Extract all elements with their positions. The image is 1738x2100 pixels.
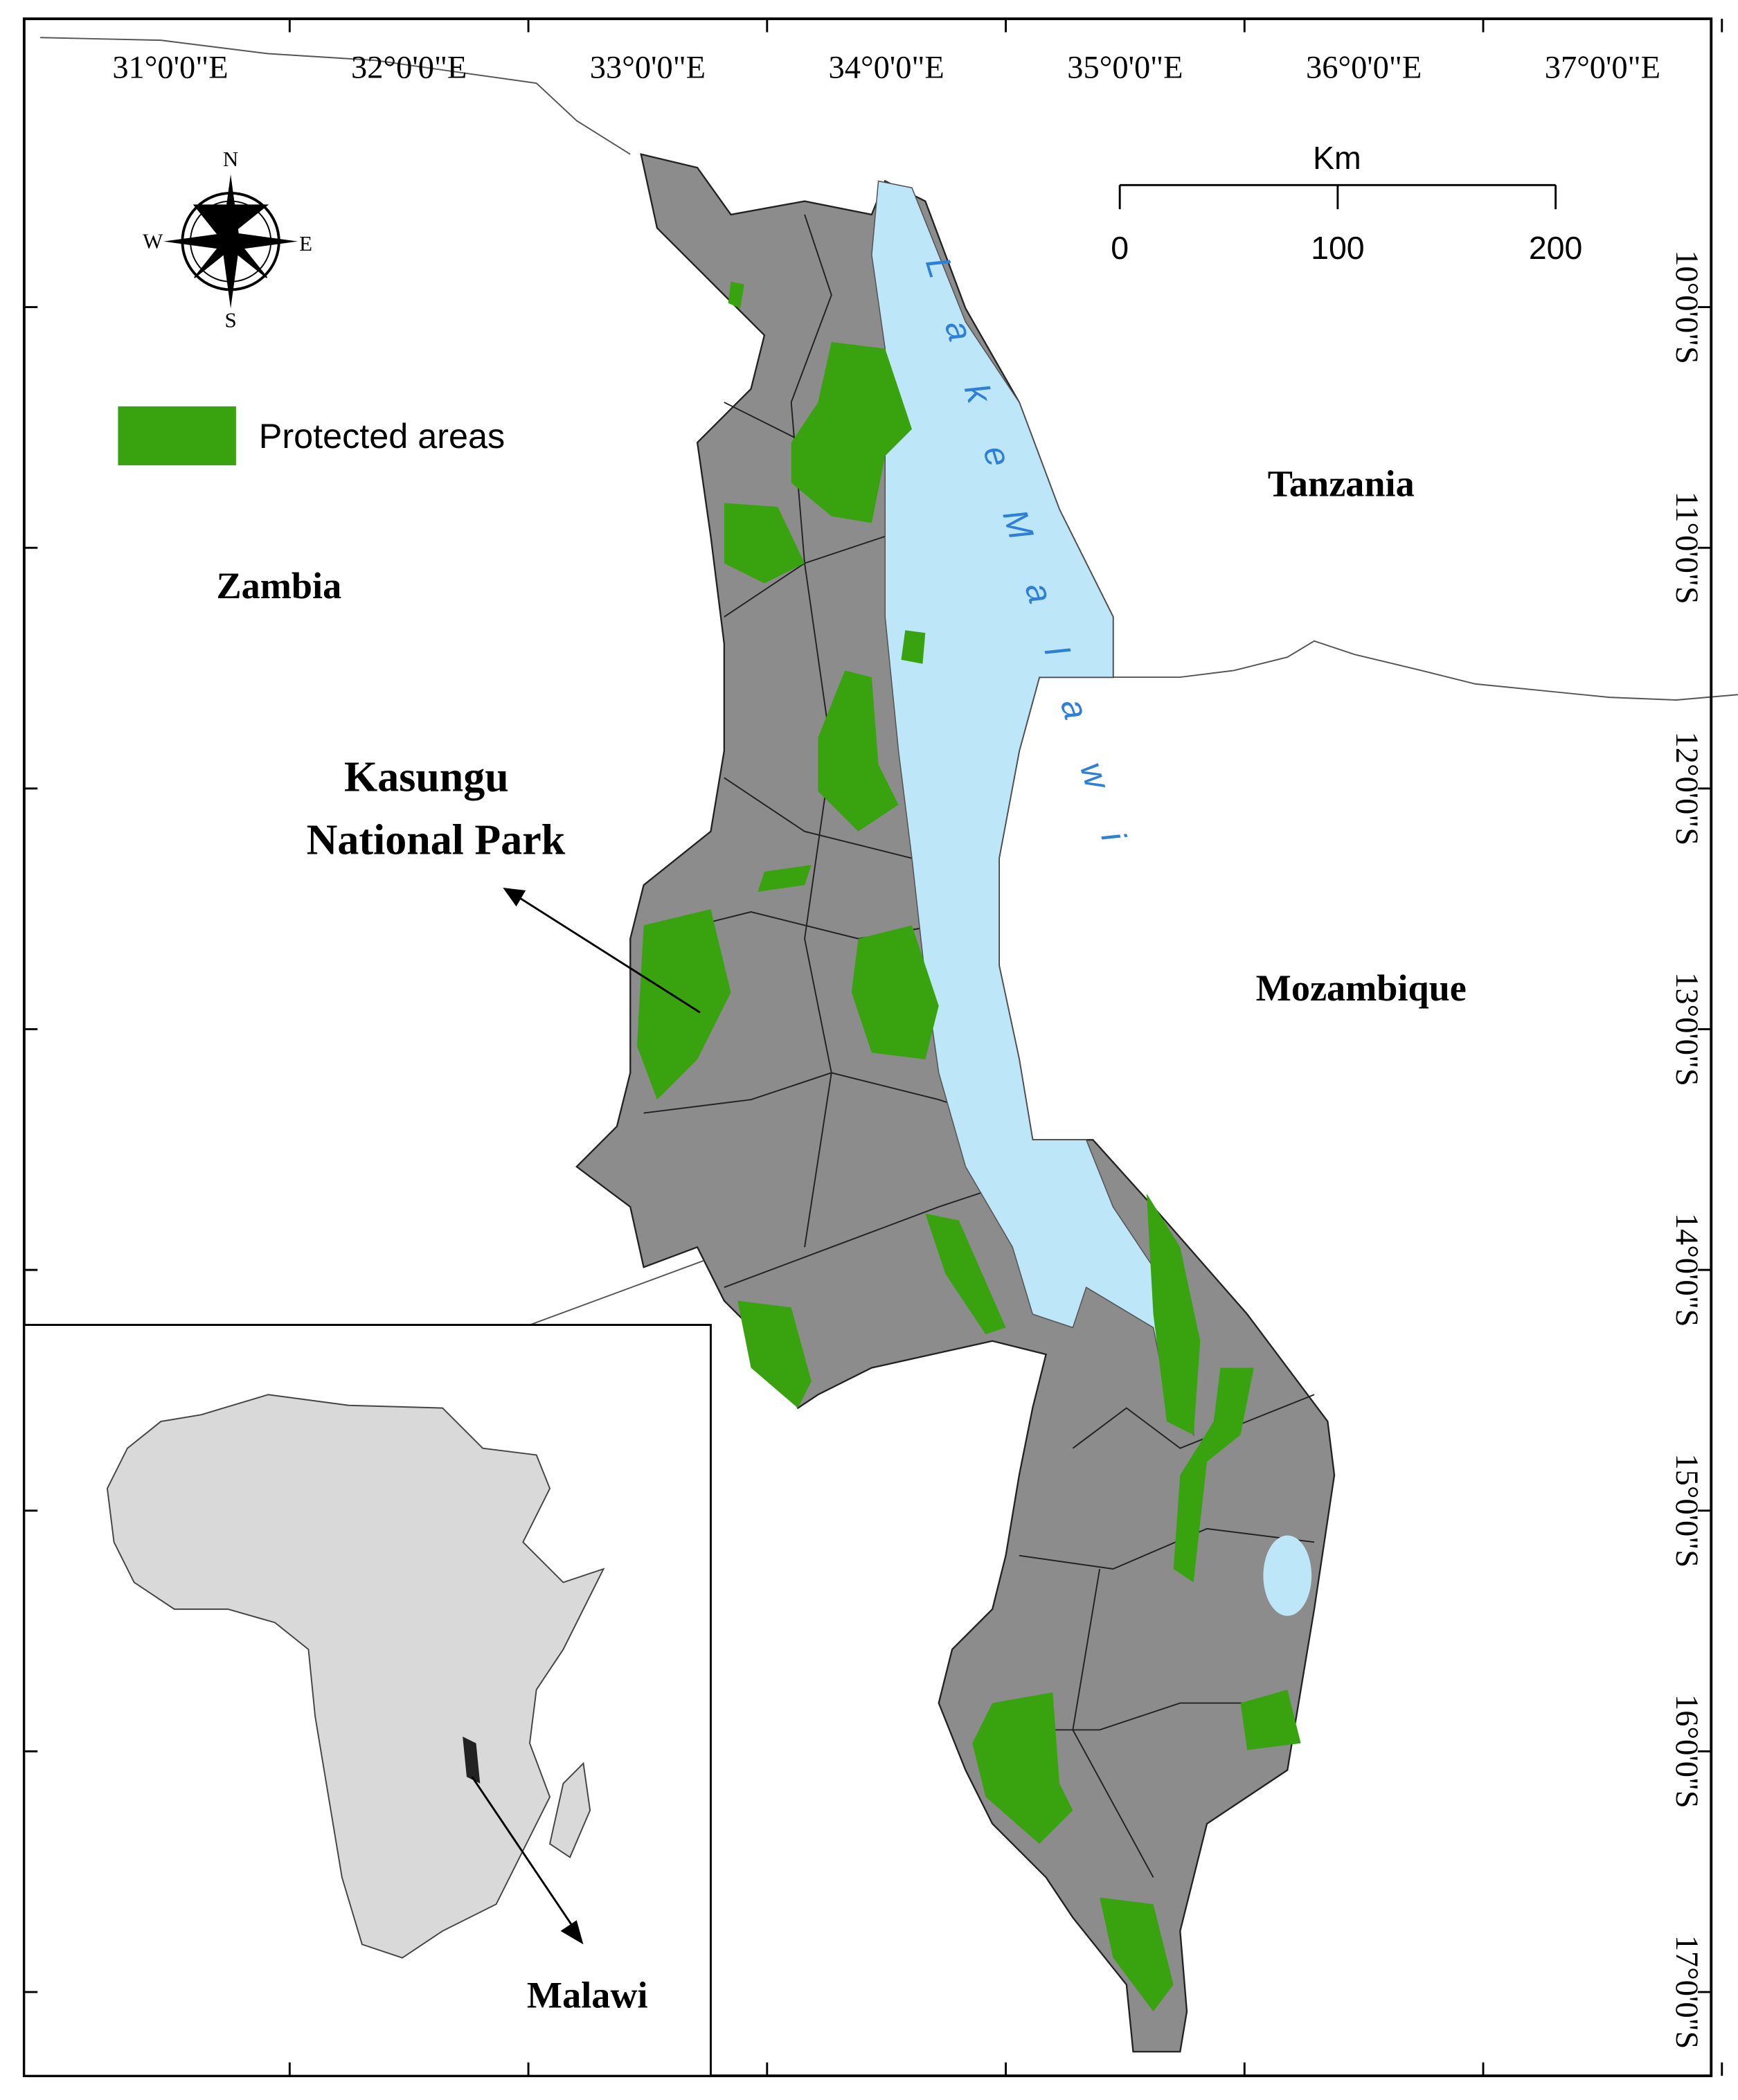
district-line — [724, 1179, 1020, 1289]
callout-label: Kasungu — [344, 754, 509, 801]
compass: N S E W — [143, 147, 312, 332]
compass-label: E — [299, 231, 312, 255]
district-line — [724, 777, 913, 859]
inset-leader — [529, 1259, 705, 1326]
country-label: Zambia — [216, 565, 341, 607]
scale-label: 100 — [1311, 230, 1365, 266]
compass-star — [192, 204, 269, 278]
protected-area — [636, 909, 731, 1100]
longitude-label: 37°0'0"E — [1545, 50, 1660, 85]
longitude-label: 34°0'0"E — [829, 50, 944, 85]
protected-area — [791, 341, 912, 523]
protected-area — [758, 865, 812, 892]
scale-label: 200 — [1529, 230, 1583, 266]
protected-area — [901, 630, 926, 664]
protected-area — [972, 1692, 1073, 1845]
madagascar — [548, 1761, 591, 1858]
callout-arrow — [515, 895, 701, 1014]
africa — [106, 1394, 605, 1959]
compass-label: S — [225, 308, 237, 332]
protected-areas — [636, 281, 1301, 2012]
border-line — [1113, 640, 1738, 701]
district-line — [1019, 1527, 1315, 1570]
protected-area — [851, 925, 939, 1060]
longitude-label: 36°0'0"E — [1306, 50, 1422, 85]
compass-label: N — [223, 147, 238, 171]
country-label: Mozambique — [1256, 967, 1467, 1009]
protected-area — [737, 1300, 812, 1408]
longitude-label: 35°0'0"E — [1067, 50, 1183, 85]
inset-arrowhead — [560, 1920, 584, 1945]
legend-label: Protected areas — [259, 416, 505, 456]
protected-area — [1173, 1367, 1254, 1583]
district-line — [1072, 1568, 1154, 1878]
protected-area — [728, 281, 744, 309]
protected-area — [818, 670, 899, 832]
district-line — [790, 214, 832, 1248]
malawi-inset — [463, 1736, 481, 1784]
longitude-label: 33°0'0"E — [590, 50, 706, 85]
protected-area — [1146, 1193, 1201, 1435]
callout-label: National Park — [307, 817, 566, 864]
legend-swatch — [118, 406, 236, 466]
longitude-label: 32°0'0"E — [351, 50, 467, 85]
scale-bar: Km 0 100 200 — [1111, 140, 1582, 266]
country-label: Tanzania — [1268, 463, 1415, 505]
callout-arrowhead — [503, 888, 526, 907]
inset-label: Malawi — [527, 1974, 648, 2016]
compass-label: W — [143, 228, 163, 253]
scale-label: 0 — [1111, 230, 1129, 266]
scale-unit: Km — [1313, 140, 1361, 176]
protected-area — [1100, 1897, 1174, 2012]
border-line — [40, 37, 631, 155]
map-frame — [22, 17, 1713, 2078]
inset-arrow — [471, 1776, 575, 1929]
protected-area — [925, 1213, 1006, 1335]
lake — [1263, 1535, 1312, 1616]
district-line — [1072, 1394, 1315, 1449]
longitude-label: 31°0'0"E — [112, 50, 228, 85]
protected-area — [1240, 1689, 1301, 1750]
protected-area — [724, 503, 805, 584]
